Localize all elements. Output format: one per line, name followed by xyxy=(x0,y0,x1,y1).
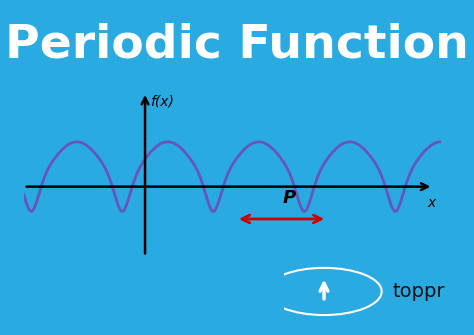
Text: P: P xyxy=(283,189,296,207)
Text: Periodic Function: Periodic Function xyxy=(5,23,469,68)
Text: x: x xyxy=(427,196,436,210)
Text: f(x): f(x) xyxy=(150,94,173,109)
Circle shape xyxy=(266,268,382,315)
Text: toppr: toppr xyxy=(392,282,445,301)
